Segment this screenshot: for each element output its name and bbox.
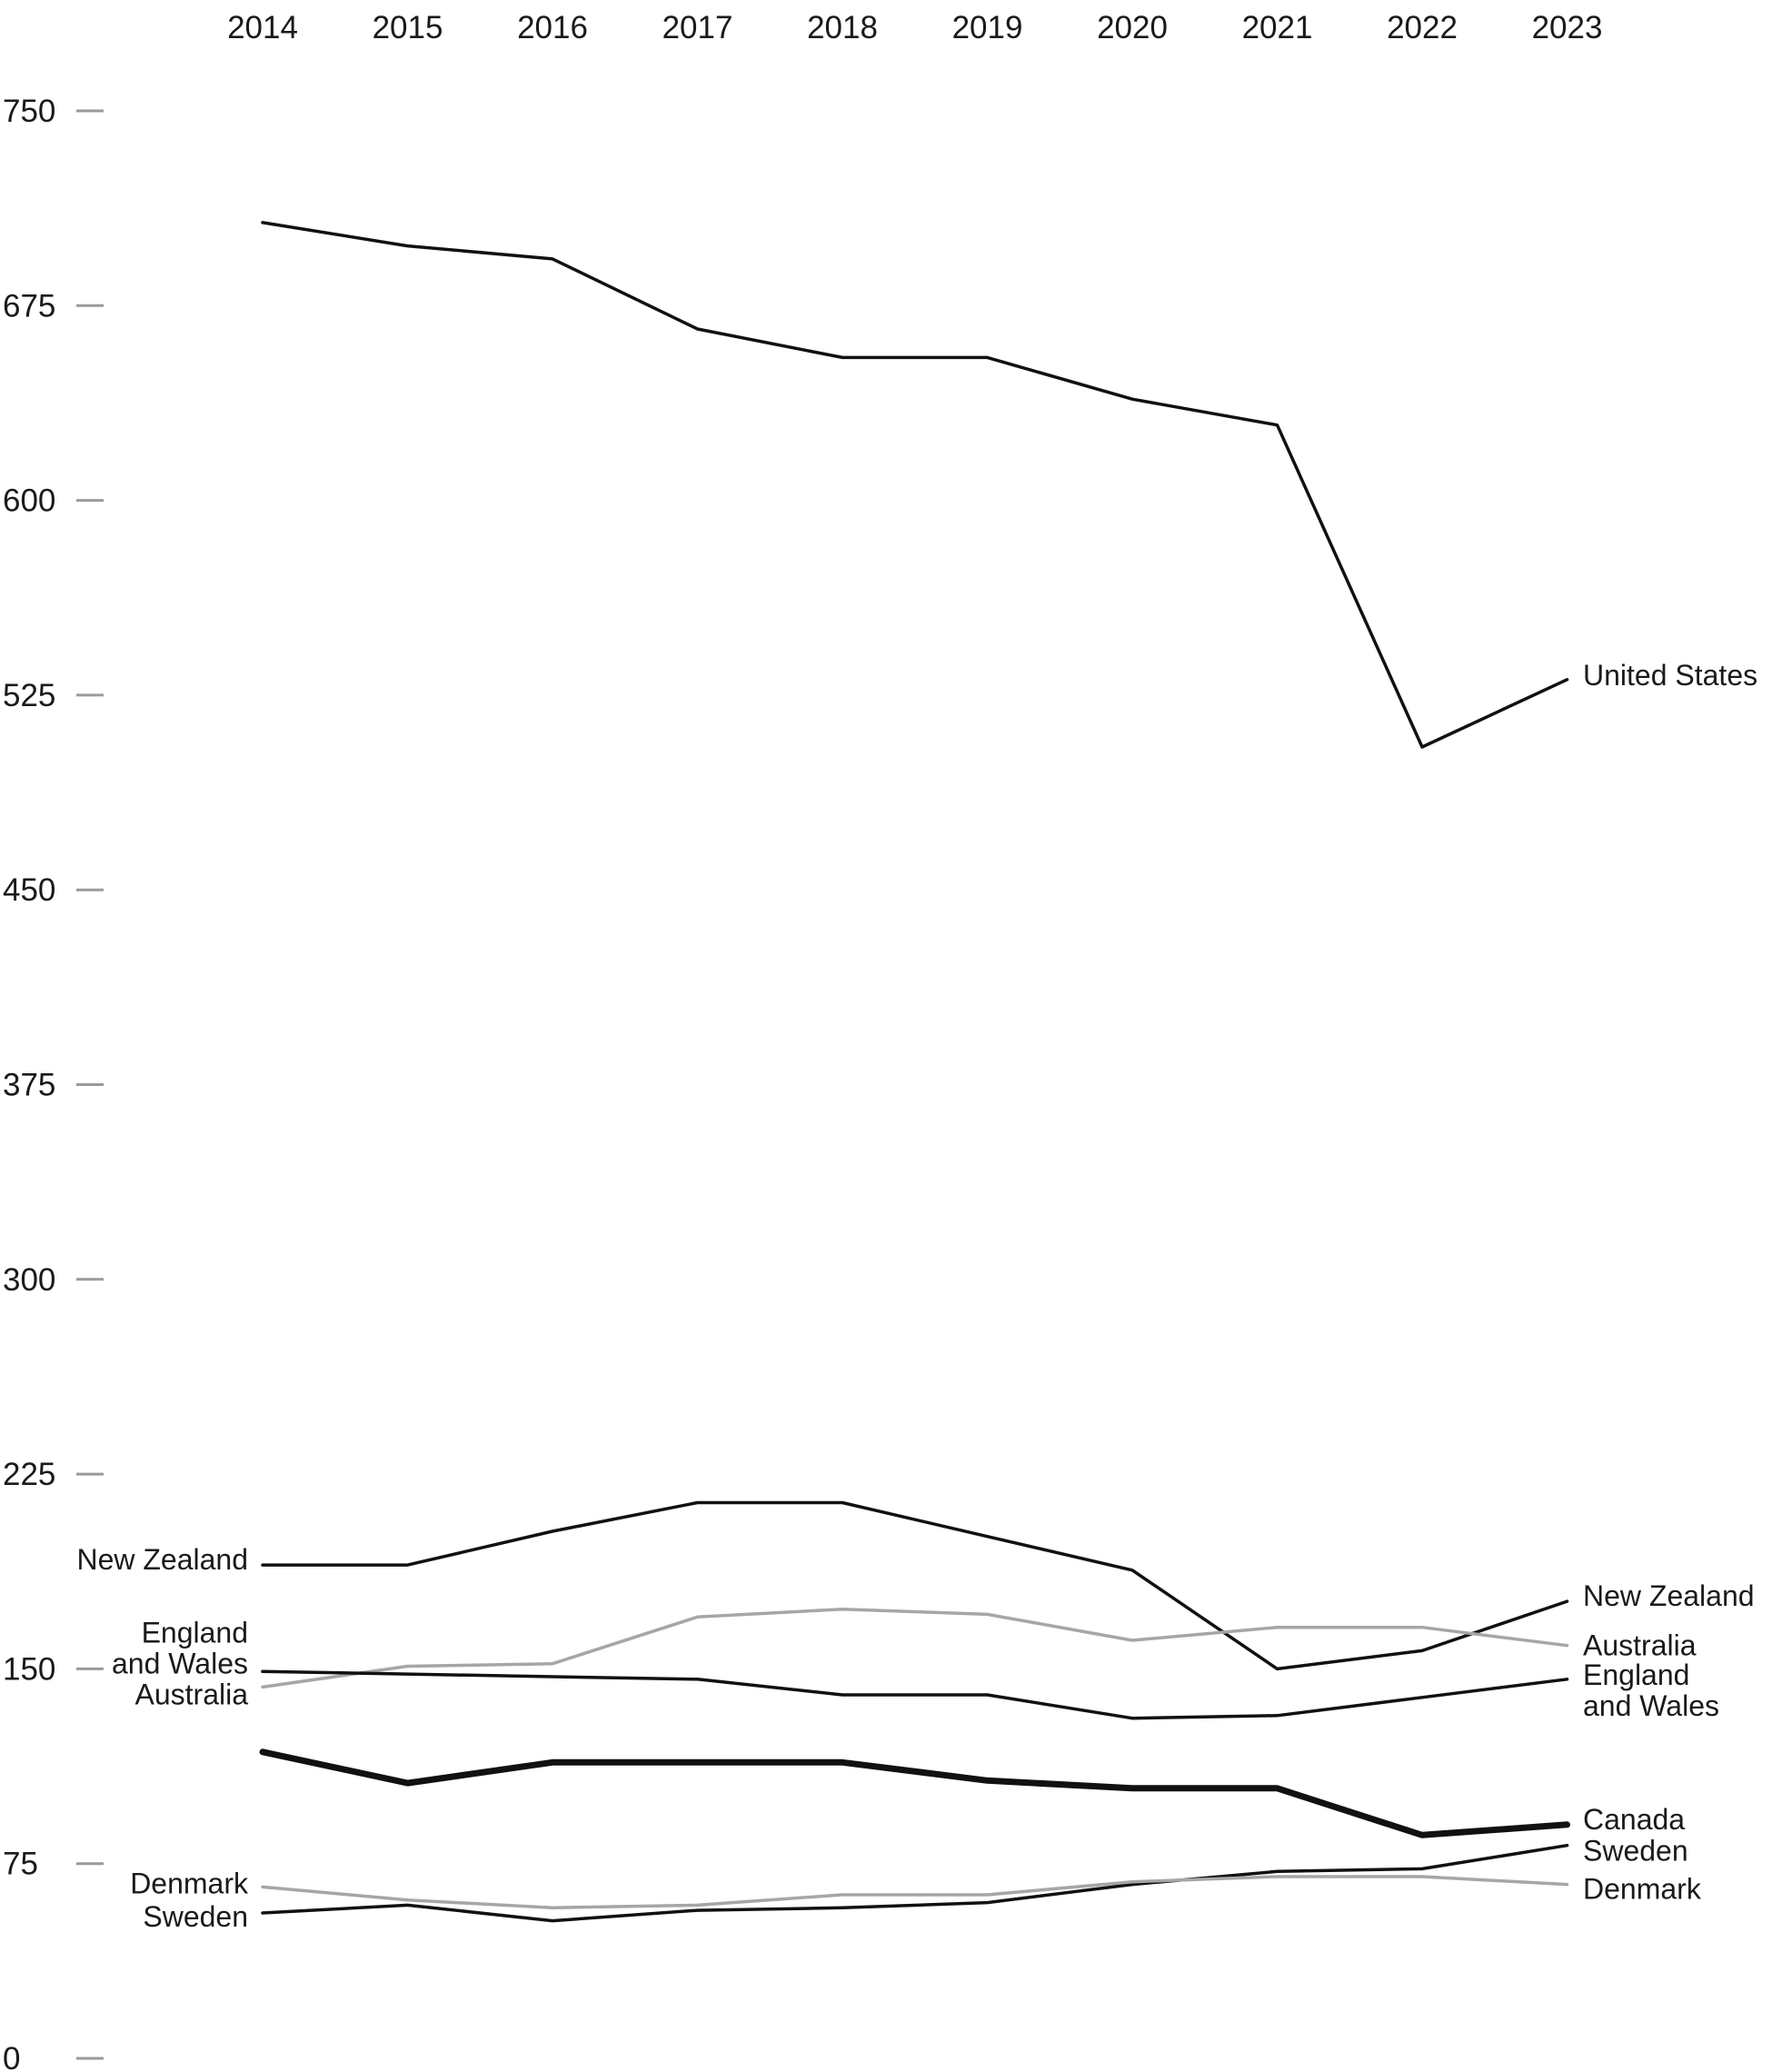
start-label-new-zealand: New Zealand <box>76 1543 248 1576</box>
y-axis: 0 75 150 225 300 375 450 525 600 675 750 <box>3 94 104 2072</box>
start-label-england-and-wales-line-2: and Wales <box>112 1647 248 1679</box>
x-tick-label-2022: 2022 <box>1387 10 1458 45</box>
start-label-england-and-wales-line-1: England <box>142 1616 248 1649</box>
series-line-australia <box>261 1607 1569 1689</box>
start-label-denmark: Denmark <box>130 1867 249 1899</box>
series-line-sweden <box>261 1843 1569 1923</box>
start-label-australia: Australia <box>135 1678 249 1710</box>
end-label-new-zealand: New Zealand <box>1583 1579 1755 1612</box>
series-lines <box>259 221 1570 1923</box>
series-line-canada <box>259 1748 1570 1838</box>
end-label-sweden: Sweden <box>1583 1835 1688 1868</box>
x-axis-labels: 2014 2015 2016 2017 2018 2019 2020 2021 2022 2023 <box>227 10 1602 45</box>
series-labels: United States New Zealand New Zealand Austr… <box>76 659 1757 1933</box>
end-label-australia: Australia <box>1583 1629 1697 1662</box>
start-label-sweden: Sweden <box>143 1900 248 1933</box>
y-tick-label-0: 0 <box>3 2041 20 2072</box>
series-line-united-states <box>261 221 1569 749</box>
x-tick-label-2020: 2020 <box>1097 10 1168 45</box>
x-tick-label-2017: 2017 <box>662 10 733 45</box>
x-tick-label-2021: 2021 <box>1242 10 1313 45</box>
end-label-england-and-wales-line-2: and Wales <box>1583 1689 1719 1722</box>
y-tick-label-750: 750 <box>3 94 55 129</box>
y-tick-label-675: 675 <box>3 288 55 324</box>
end-label-denmark: Denmark <box>1583 1873 1702 1906</box>
x-tick-label-2018: 2018 <box>807 10 878 45</box>
y-tick-label-450: 450 <box>3 872 55 908</box>
series-line-england-and-wales <box>261 1669 1569 1720</box>
x-tick-label-2023: 2023 <box>1532 10 1603 45</box>
end-label-united-states: United States <box>1583 659 1757 692</box>
y-tick-label-600: 600 <box>3 483 55 519</box>
series-line-new-zealand <box>261 1500 1569 1671</box>
x-tick-label-2019: 2019 <box>952 10 1023 45</box>
y-tick-label-300: 300 <box>3 1262 55 1298</box>
y-tick-label-225: 225 <box>3 1457 55 1492</box>
y-tick-label-150: 150 <box>3 1651 55 1687</box>
x-tick-label-2014: 2014 <box>227 10 298 45</box>
y-tick-label-75: 75 <box>3 1847 38 1882</box>
y-tick-label-375: 375 <box>3 1068 55 1103</box>
series-line-denmark <box>261 1875 1569 1910</box>
end-label-canada: Canada <box>1583 1803 1685 1836</box>
y-tick-label-525: 525 <box>3 678 55 713</box>
end-label-england-and-wales-line-1: England <box>1583 1659 1689 1691</box>
x-tick-label-2015: 2015 <box>373 10 443 45</box>
x-tick-label-2016: 2016 <box>517 10 588 45</box>
